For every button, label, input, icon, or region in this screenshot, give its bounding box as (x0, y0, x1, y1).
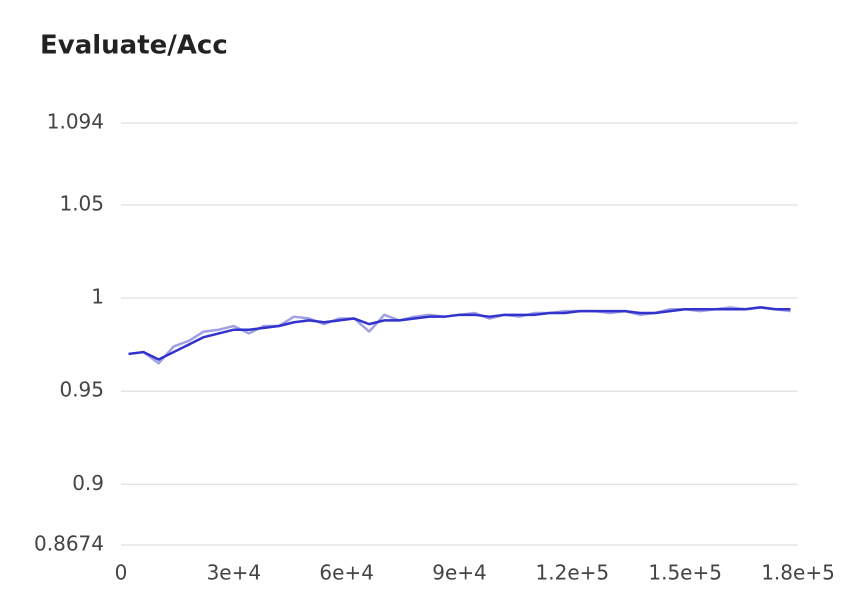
x-tick-label: 6e+4 (319, 561, 374, 585)
x-tick-label: 0 (115, 561, 128, 585)
x-tick-label: 9e+4 (432, 561, 487, 585)
x-tick-label: 1.8e+5 (761, 561, 835, 585)
x-tick-label: 1.2e+5 (536, 561, 610, 585)
series-line (128, 306, 791, 361)
y-tick-label: 0.95 (59, 378, 104, 402)
y-tick-label: 0.8674 (34, 532, 104, 556)
chart-title: Evaluate/Acc (40, 31, 228, 61)
y-tick-label: 1.05 (59, 191, 104, 215)
x-tick-label: 1.5e+5 (648, 561, 722, 585)
y-tick-label: 1.094 (47, 110, 104, 134)
x-tick-label: 3e+4 (207, 561, 262, 585)
y-tick-label: 0.9 (72, 471, 104, 495)
y-tick-label: 1 (91, 285, 104, 309)
